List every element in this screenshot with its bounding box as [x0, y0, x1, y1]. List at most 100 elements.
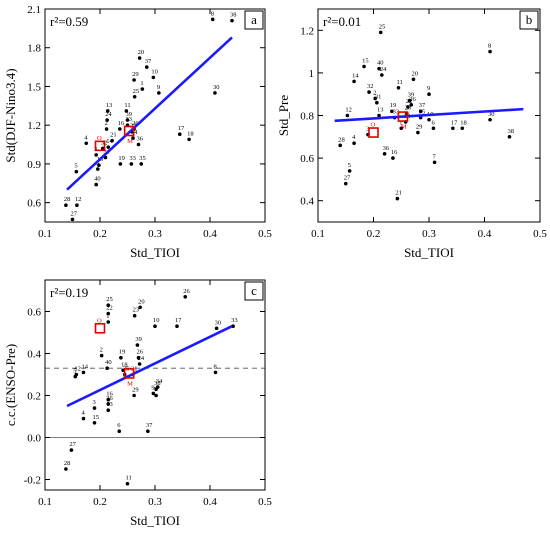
- panel-c-data-point-label-28: 28: [64, 460, 71, 467]
- panel-c-data-point-3: [92, 406, 97, 410]
- panel-a-plot-frame: [44, 8, 266, 223]
- panel-b-marker-O: [368, 127, 379, 138]
- panel-a-data-point-27: [70, 217, 75, 222]
- panel-a-x-tick-label: 0.1: [38, 228, 52, 240]
- panel-b-data-point-label-27: 27: [344, 175, 351, 182]
- panel-c-data-point-29: [132, 393, 136, 398]
- panel-c-data-point-36: [106, 402, 111, 406]
- panel-a-marker-M: [123, 125, 135, 137]
- panel-a-data-point-29: [132, 78, 136, 82]
- panel-c-data-point-10: [153, 324, 157, 329]
- panel-b-data-point-19: [390, 109, 394, 114]
- panel-a-data-point-39: [125, 118, 130, 122]
- panel-a-data-point-16: [118, 127, 122, 131]
- panel-b-r2-annotation: r²=0.01: [323, 14, 361, 29]
- panel-a-data-point-label-23: 23: [126, 116, 133, 123]
- panel-c-marker-M: [123, 368, 135, 379]
- panel-a-data-point-label-21: 21: [110, 132, 117, 139]
- panel-c-data-point-label-8: 8: [214, 363, 217, 370]
- panel-c-data-point-24: [137, 362, 142, 366]
- panel-b-data-point-label-15: 15: [362, 58, 369, 65]
- panel-c-y-axis-label: c.c.(ENSO-Pre): [3, 344, 18, 426]
- panel-b-data-point-label-18: 18: [460, 119, 467, 126]
- panel-b-data-point-1: [399, 126, 404, 131]
- panel-a-data-point-label-20: 20: [138, 49, 145, 56]
- panel-a-data-point-37: [144, 65, 149, 69]
- panel-a-data-point-label-18: 18: [187, 130, 194, 137]
- panel-b-data-point-label-32: 32: [367, 83, 374, 90]
- panel-b-data-point-38: [507, 135, 512, 139]
- panel-b-x-tick-label: 0.5: [533, 228, 547, 240]
- panel-c-data-point-label-11: 11: [126, 475, 132, 482]
- panel-b-y-tick-label: 0.6: [300, 153, 314, 165]
- panel-b-letter: b: [526, 12, 533, 27]
- panel-c-marker-label-M: M: [127, 380, 133, 387]
- panel-c-data-point-6: [117, 429, 122, 434]
- panel-a-data-point-38: [230, 18, 234, 23]
- panel-c-data-point-label-16: 16: [106, 391, 113, 398]
- panel-b-data-point-24: [380, 73, 384, 77]
- panel-a-data-point-label-16: 16: [118, 120, 125, 127]
- panel-a-data-point-label-39: 39: [126, 111, 133, 118]
- panel-a-data-point-8: [210, 17, 215, 22]
- panel-c-data-point-label-23: 23: [133, 307, 140, 314]
- panel-b-letter-box: [519, 10, 539, 30]
- panel-c-data-point-14: [81, 370, 86, 375]
- panel-b-data-point-label-4: 4: [352, 134, 356, 141]
- panel-a-data-point-34: [131, 136, 135, 140]
- panel-b-data-point-label-37: 37: [419, 102, 426, 109]
- panel-a-data-point-30: [213, 91, 217, 95]
- panel-a-letter: a: [251, 12, 257, 27]
- panel-b-data-point-5: [347, 169, 352, 173]
- panel-b-data-point-label-20: 20: [411, 70, 418, 77]
- panel-b-data-point-label-14: 14: [352, 72, 359, 79]
- panel-a-regression-line: [66, 36, 233, 191]
- panel-c-y-tick-label: 0.2: [27, 391, 41, 403]
- panel-a-data-point-label-38: 38: [230, 12, 237, 19]
- panel-c-data-point-label-17: 17: [175, 317, 182, 324]
- panel-b-data-point-label-26: 26: [409, 96, 416, 103]
- panel-c-data-point-label-22: 22: [106, 305, 113, 312]
- panel-a-data-point-17: [177, 132, 182, 137]
- panel-c-data-point-25: [106, 303, 111, 308]
- panel-c-r2-annotation: r²=0.19: [50, 285, 88, 300]
- panel-a-marker-O: [94, 140, 106, 152]
- panel-b-regression-line: [334, 107, 524, 123]
- panel-a-r2-annotation: r²=0.59: [50, 14, 88, 29]
- panel-c-data-point-label-33: 33: [231, 317, 238, 324]
- panel-c-data-point-30: [214, 326, 219, 331]
- panel-a-data-point-label-11: 11: [124, 102, 130, 109]
- panel-a-data-point-4: [84, 141, 89, 146]
- panel-b-data-point-label-25: 25: [379, 23, 386, 30]
- panel-c-data-point-26b: [136, 355, 141, 360]
- panel-c-x-tick-label: 0.1: [38, 496, 52, 508]
- panel-a-data-point-3: [94, 153, 98, 157]
- panel-b-data-point-8: [488, 49, 492, 54]
- panel-b-data-point-7: [432, 160, 437, 165]
- panel-b-data-point-label-30: 30: [488, 111, 495, 118]
- panel-b-data-point-13: [377, 113, 381, 118]
- panel-c-data-point-label-6: 6: [117, 422, 121, 429]
- panel-b-data-point-label-6: 6: [431, 119, 435, 126]
- panel-b-data-point-40: [377, 66, 381, 71]
- panel-a-data-point-label-25: 25: [133, 88, 140, 95]
- panel-b-data-point-9: [427, 92, 431, 96]
- panel-b-data-point-label-24: 24: [380, 66, 387, 73]
- panel-a-data-point-label-30: 30: [213, 84, 220, 91]
- panel-c-data-point-26: [183, 295, 188, 299]
- panel-b-x-tick-label: 0.2: [367, 228, 381, 240]
- panel-c-x-axis-label: Std_TIOI: [130, 513, 180, 528]
- panel-b-data-point-2: [373, 96, 377, 101]
- panel-a-data-point-label-40: 40: [94, 176, 101, 183]
- panel-a-data-point-11: [124, 109, 129, 113]
- panel-b-data-point-label-3: 3: [366, 126, 369, 133]
- panel-b-data-point-30: [488, 117, 492, 122]
- panel-c-data-point-label-36: 36: [106, 395, 113, 402]
- panel-c-data-point-15: [92, 421, 97, 425]
- panel-c-data-point-label-40: 40: [105, 359, 112, 366]
- panel-c-data-point-label-34: 34: [156, 378, 163, 385]
- panel-b-data-point-15: [362, 64, 366, 69]
- panel-c-x-tick-label: 0.2: [93, 496, 107, 508]
- panel-a-data-point-36: [136, 142, 141, 147]
- panel-a-y-tick-label: 2.1: [27, 4, 41, 16]
